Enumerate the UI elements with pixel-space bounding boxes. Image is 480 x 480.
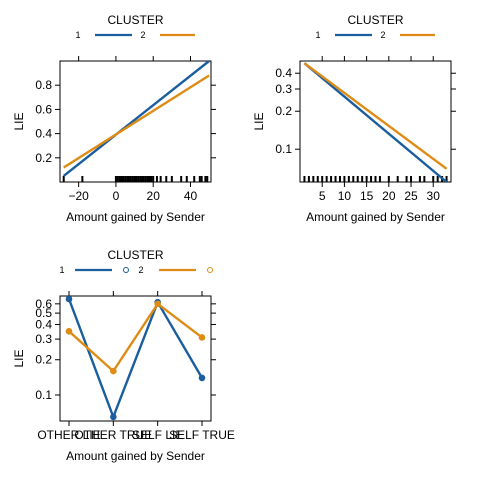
series-line-2 <box>68 302 203 373</box>
legend: CLUSTER 1 2 <box>59 248 213 275</box>
y-tick-label: 0.2 <box>275 104 292 118</box>
x-tick-label: 20 <box>382 189 396 203</box>
x-tick-label: 20 <box>147 189 161 203</box>
legend-label-2: 2 <box>140 30 145 40</box>
legend-marker-1 <box>123 267 129 273</box>
x-tick-label: 15 <box>360 189 374 203</box>
legend-title: CLUSTER <box>107 248 163 262</box>
legend-label-1: 1 <box>315 30 320 40</box>
series-line-1 <box>67 298 204 421</box>
x-tick-label: SELF TRUE <box>169 428 235 442</box>
x-tick-label: 25 <box>404 189 418 203</box>
legend-label-1: 1 <box>75 30 80 40</box>
y-tick-label: 0.6 <box>35 102 52 116</box>
y-tick-label: 0.2 <box>35 353 52 367</box>
data-point-2 <box>110 367 117 375</box>
x-tick-label: OTHER LIE <box>37 428 100 442</box>
x-tick-label: SELF LIE <box>132 428 183 442</box>
y-tick-label: 0.4 <box>275 66 292 80</box>
x-tick-label: 10 <box>338 189 352 203</box>
series-line-1 <box>62 61 210 177</box>
series-line-2 <box>63 74 210 169</box>
y-tick-label: 0.8 <box>35 78 52 92</box>
y-tick-label: 0.2 <box>35 151 52 165</box>
plot-frame <box>59 295 212 422</box>
y-axis-label: LIE <box>252 112 266 130</box>
x-axis-label: Amount gained by Sender <box>66 210 205 224</box>
data-point-1 <box>110 413 117 421</box>
x-tick-label: 30 <box>427 189 441 203</box>
y-tick-label: 0.3 <box>275 82 292 96</box>
legend-label-2: 2 <box>380 30 385 40</box>
legend-marker-2 <box>207 267 213 273</box>
data-point-2 <box>65 327 73 335</box>
x-tick-label: 40 <box>184 189 198 203</box>
legend: CLUSTER 1 2 <box>75 13 195 40</box>
y-axis-label: LIE <box>12 112 26 130</box>
y-tick-label: 0.4 <box>35 317 52 331</box>
x-tick-label: 5 <box>319 189 326 203</box>
data-point-2 <box>154 300 161 308</box>
legend-title: CLUSTER <box>347 13 403 27</box>
y-tick-label: 0.1 <box>275 142 292 156</box>
x-tick-label: −20 <box>68 189 89 203</box>
data-point-1 <box>198 374 206 382</box>
y-tick-label: 0.3 <box>35 332 52 346</box>
y-tick-label: 0.1 <box>35 388 52 402</box>
y-axis-label: LIE <box>12 349 26 367</box>
series-line-2 <box>303 62 448 170</box>
y-tick-label: 0.5 <box>35 306 52 320</box>
data-point-2 <box>198 334 206 341</box>
y-tick-label: 0.4 <box>35 127 52 141</box>
series-line-1 <box>303 62 448 182</box>
legend-label-2: 2 <box>138 265 143 275</box>
data-point-1 <box>65 295 73 303</box>
x-axis-label: Amount gained by Sender <box>66 449 205 463</box>
x-axis-label: Amount gained by Sender <box>306 210 445 224</box>
x-tick-label: OTHER TRUE <box>74 428 152 442</box>
legend-title: CLUSTER <box>107 13 163 27</box>
legend: CLUSTER 1 2 <box>315 13 435 40</box>
legend-label-1: 1 <box>59 265 64 275</box>
y-tick-label: 0.6 <box>35 297 52 311</box>
x-tick-label: 0 <box>113 189 120 203</box>
